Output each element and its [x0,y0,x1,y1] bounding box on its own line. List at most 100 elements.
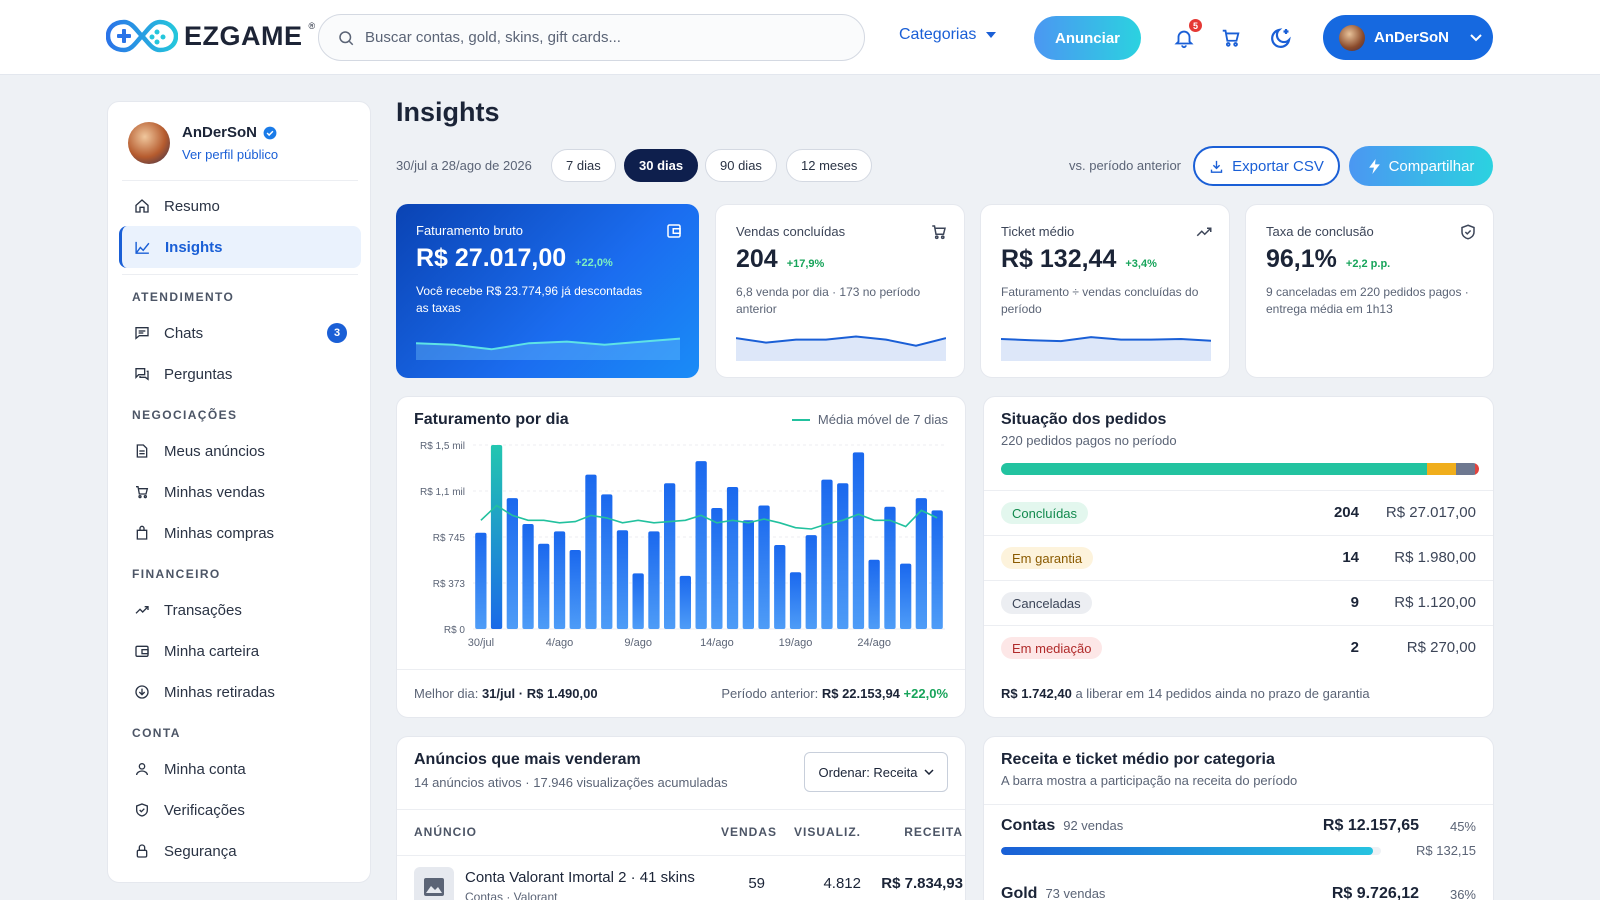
announce-button[interactable]: Anunciar [1034,16,1141,60]
search-bar[interactable] [318,14,865,61]
cart-icon [136,486,149,499]
bar[interactable] [931,510,943,629]
notifications-button[interactable] [1171,25,1197,51]
category-revenue: R$ 12.157,65 [1322,817,1419,834]
bar[interactable] [664,483,676,629]
previous-period-delta: +22,0% [903,686,948,701]
bar[interactable] [632,573,644,629]
card-title: Receita e ticket médio por categoria [1001,751,1275,768]
share-label: Compartilhar [1388,157,1475,175]
category-sales-count: 92 vendas [1063,818,1124,833]
sidebar-item-minha-carteira[interactable]: Minha carteira [119,630,361,672]
bar[interactable] [821,479,833,629]
sort-select[interactable]: Ordenar: Receita [804,752,948,792]
range-30-days-button[interactable]: 30 dias [624,149,699,182]
bar[interactable] [868,559,880,629]
range-7-days-button[interactable]: 7 dias [551,149,616,182]
avatar[interactable] [128,122,170,164]
bar[interactable] [695,461,707,629]
theme-toggle-button[interactable] [1268,25,1294,51]
user-menu[interactable]: AnDerSoN [1323,15,1493,60]
kpi-subtext: Faturamento ÷ vendas concluídas do perío… [1001,285,1199,316]
sidebar-item-minhas-retiradas[interactable]: Minhas retiradas [119,671,361,713]
sidebar-item-label: Minhas retiradas [164,683,275,701]
status-row[interactable]: Em garantia 14 R$ 1.980,00 [984,535,1493,580]
kpi-value: R$ 132,44 [1001,245,1117,273]
bar[interactable] [726,487,739,629]
listing-thumbnail[interactable] [414,867,454,900]
bar[interactable] [475,532,487,629]
bar[interactable] [837,483,849,629]
bar[interactable] [900,563,912,629]
sidebar-item-minhas-vendas[interactable]: Minhas vendas [119,471,361,513]
kpi-label: Taxa de conclusão [1266,224,1374,239]
export-csv-button[interactable]: Exportar CSV [1193,146,1340,186]
range-12-months-button[interactable]: 12 meses [786,149,873,182]
bar[interactable] [915,498,927,629]
bar[interactable] [616,530,629,629]
bar[interactable] [585,474,597,629]
bar[interactable] [679,575,691,629]
search-input[interactable] [365,29,835,46]
bar[interactable] [789,572,802,629]
sidebar-item-insights[interactable]: Insights [119,226,361,268]
public-profile-link[interactable]: Ver perfil público [182,147,279,162]
bar[interactable] [742,520,754,629]
sidebar-item-verificacoes[interactable]: Verificações [119,789,361,831]
export-csv-label: Exportar CSV [1232,157,1324,175]
sidebar-item-perguntas[interactable]: Perguntas [119,353,361,395]
status-row[interactable]: Canceladas 9 R$ 1.120,00 [984,580,1493,625]
image-placeholder-icon [424,878,444,896]
category-average-ticket: R$ 132,15 [1416,843,1476,858]
sidebar-item-resumo[interactable]: Resumo [119,185,361,227]
status-row[interactable]: Em mediação 2 R$ 270,00 [984,625,1493,670]
sidebar-item-label: Minhas compras [164,524,275,542]
share-button[interactable]: Compartilhar [1349,146,1493,186]
bar[interactable] [522,524,534,629]
listing-name[interactable]: Conta Valorant Imortal 2 · 41 skins [465,869,695,886]
bar[interactable] [884,506,896,629]
x-tick-label: 14/ago [700,637,734,649]
bar[interactable] [569,550,581,629]
status-pill: Concluídas [1001,502,1089,524]
top-listings-card: Anúncios que mais venderam 14 anúncios a… [396,736,966,900]
legend-label: Média móvel de 7 dias [817,412,948,427]
range-90-days-button[interactable]: 90 dias [705,149,777,182]
bar[interactable] [648,531,660,629]
divider [984,804,1493,805]
cart-button[interactable] [1218,25,1244,51]
x-tick-label: 19/ago [779,637,813,649]
bar[interactable] [758,505,770,630]
status-count: 2 [1350,639,1359,656]
bar[interactable] [553,531,566,629]
bar[interactable] [852,452,865,629]
sidebar-item-minhas-compras[interactable]: Minhas compras [119,512,361,554]
bar[interactable] [774,545,786,629]
status-pill: Em mediação [1001,637,1103,659]
bar[interactable] [805,535,817,629]
lightning-icon [1368,158,1380,174]
bar[interactable] [506,498,518,629]
bar[interactable] [711,508,723,629]
bar[interactable] [601,494,613,629]
sidebar-item-minha-conta[interactable]: Minha conta [119,748,361,790]
sparkline-area [736,336,946,361]
sidebar-item-meus-anuncios[interactable]: Meus anúncios [119,430,361,472]
kpi-delta: +22,0% [575,257,613,269]
chevron-down-icon [1470,33,1482,41]
sidebar-item-seguranca[interactable]: Segurança [119,830,361,872]
status-row[interactable]: Concluídas 204 R$ 27.017,00 [984,490,1493,535]
category-revenue-card: Receita e ticket médio por categoria A b… [983,736,1494,900]
user-name: AnDerSoN [1374,29,1450,46]
verified-badge-icon [263,126,277,139]
brand-logo[interactable]: EZGAME ® [106,18,315,54]
bar[interactable] [490,445,503,629]
kpi-card-gross-revenue: Faturamento bruto R$ 27.017,00 +22,0% Voc… [396,204,699,378]
sidebar-item-chats[interactable]: Chats 3 [119,312,361,354]
section-title-financeiro: FINANCEIRO [132,567,221,581]
previous-period-label: Período anterior: [721,686,819,701]
sidebar-item-transacoes[interactable]: Transações [119,589,361,631]
bar[interactable] [538,543,550,629]
categories-menu[interactable]: Categorias [899,26,997,44]
sidebar-item-label: Chats [164,324,204,342]
